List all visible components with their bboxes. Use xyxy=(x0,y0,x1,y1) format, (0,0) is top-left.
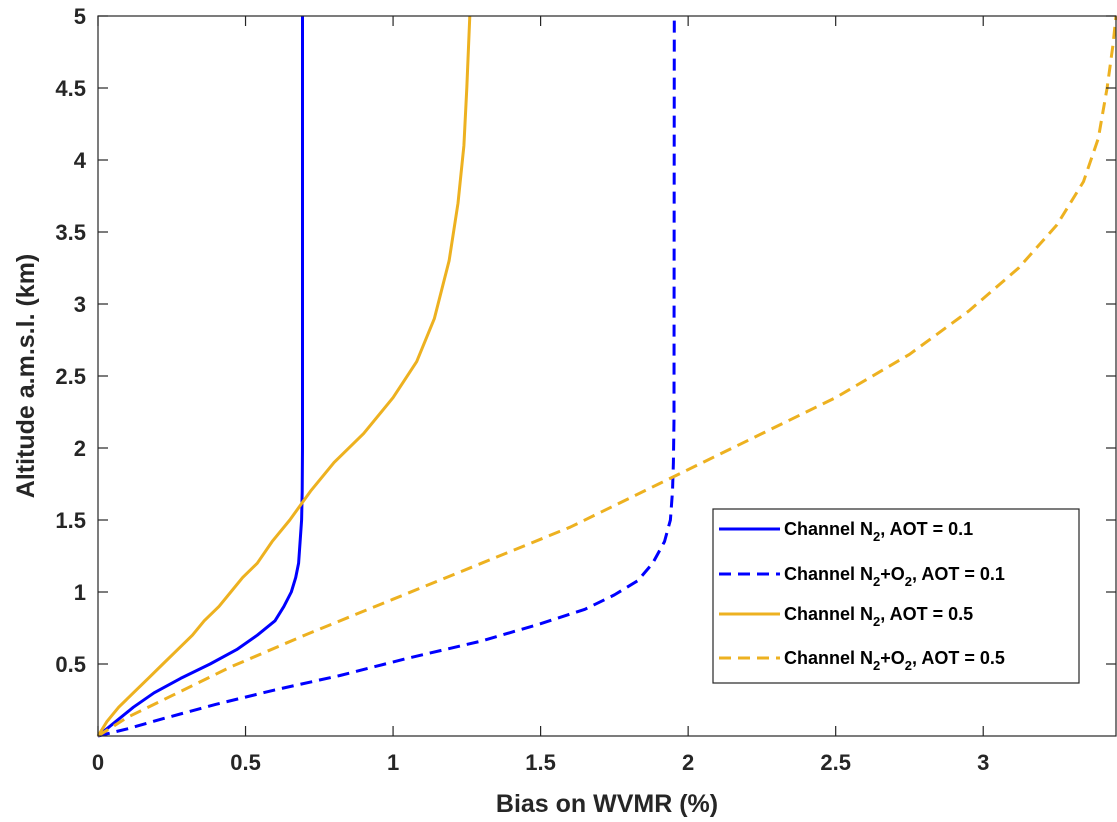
x-tick-label: 1 xyxy=(387,750,399,775)
x-tick-label: 3 xyxy=(977,750,989,775)
y-tick-label: 5 xyxy=(74,4,86,29)
y-tick-label: 4 xyxy=(74,148,87,173)
legend-label-4: Channel N2+O2, AOT = 0.5 xyxy=(784,648,1005,673)
y-tick-label: 4.5 xyxy=(55,76,86,101)
legend: Channel N2, AOT = 0.1 Channel N2+O2, AOT … xyxy=(712,508,1080,684)
legend-label-2: Channel N2+O2, AOT = 0.1 xyxy=(784,564,1005,589)
x-axis-label: Bias on WVMR (%) xyxy=(496,790,718,818)
y-axis-ticks: 0.5 1 1.5 2 2.5 3 3.5 4 4.5 5 xyxy=(55,4,1116,677)
y-tick-label: 3.5 xyxy=(55,220,86,245)
y-tick-label: 2.5 xyxy=(55,364,86,389)
x-axis-ticks: 0 0.5 1 1.5 2 2.5 3 xyxy=(92,16,989,775)
legend-box xyxy=(712,508,1080,684)
x-tick-label: 1.5 xyxy=(525,750,556,775)
series-line-3 xyxy=(96,15,472,737)
series-line-4 xyxy=(97,15,1117,738)
x-tick-label: 2 xyxy=(682,750,694,775)
series-line-2 xyxy=(97,15,676,738)
y-tick-label: 1.5 xyxy=(55,508,86,533)
y-tick-label: 3 xyxy=(74,292,86,317)
series-curves xyxy=(96,15,1117,738)
legend-label-1: Channel N2, AOT = 0.1 xyxy=(784,519,973,544)
y-tick-label: 1 xyxy=(74,580,86,605)
y-tick-label: 0.5 xyxy=(55,652,86,677)
series-line-1 xyxy=(97,16,304,738)
x-tick-label: 0.5 xyxy=(230,750,261,775)
y-tick-label: 2 xyxy=(74,436,86,461)
x-tick-label: 2.5 xyxy=(820,750,851,775)
y-axis-label: Altitude a.m.s.l. (km) xyxy=(12,254,40,498)
x-tick-label: 0 xyxy=(92,750,104,775)
legend-label-3: Channel N2, AOT = 0.5 xyxy=(784,604,973,629)
